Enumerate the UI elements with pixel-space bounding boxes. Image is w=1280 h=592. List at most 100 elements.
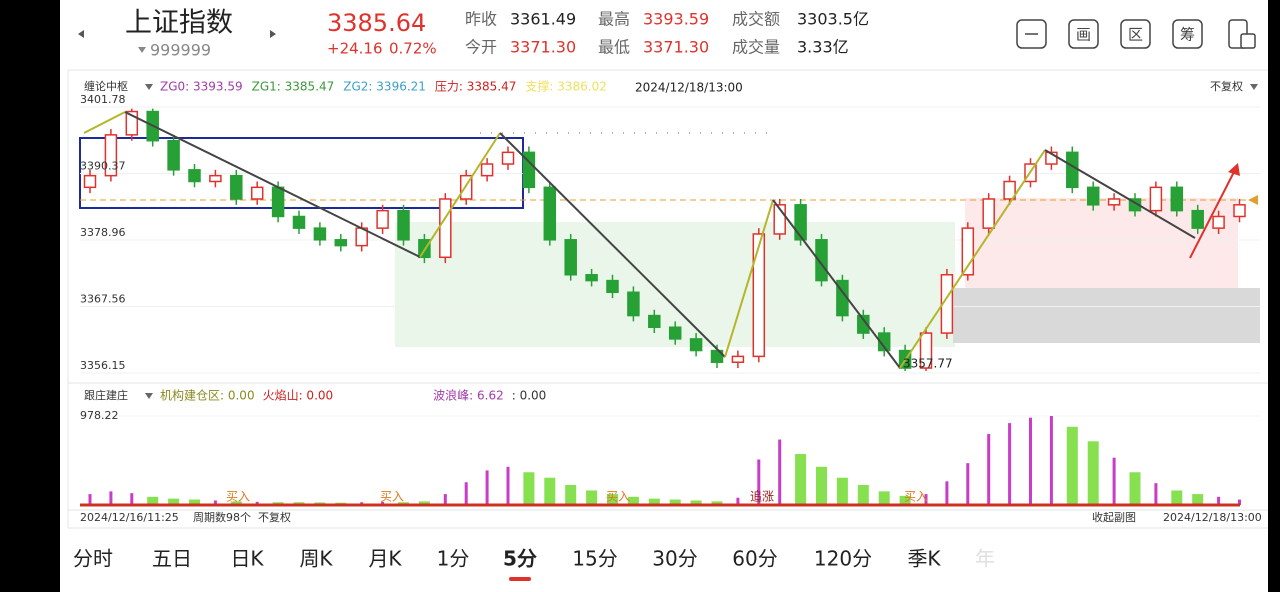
period-tab[interactable]: 30分 — [652, 547, 697, 571]
candle-body — [1066, 151, 1079, 189]
stat-label: 成交量 — [732, 38, 780, 57]
indicator: ZG1: 3385.47 — [252, 80, 335, 94]
period-tab[interactable]: 日K — [230, 547, 264, 571]
volume-bar — [1238, 499, 1241, 505]
stat-value: 3303.5亿 — [797, 10, 869, 29]
volume-bar — [945, 481, 949, 505]
trend-down — [499, 132, 726, 358]
start-time: 2024/12/16/11:25 — [80, 511, 179, 524]
volume-bar — [607, 494, 618, 505]
tool-label[interactable]: 筹 — [1180, 26, 1195, 44]
trend-down — [124, 111, 421, 258]
candle-body — [815, 239, 828, 282]
candle-body — [919, 332, 933, 369]
candle-body — [376, 209, 389, 229]
indicator: ZG0: 3393.59 — [160, 80, 243, 94]
volume-bar — [523, 472, 535, 505]
index-code: 999999 — [150, 41, 211, 60]
collapse-sub[interactable]: 收起副图 — [1092, 510, 1136, 524]
candle-body — [1191, 209, 1204, 229]
candle-body — [564, 239, 577, 276]
tool-button[interactable] — [1120, 19, 1151, 49]
trend-down — [1044, 149, 1196, 239]
period-tab[interactable]: 月K — [368, 547, 402, 571]
volume-bar — [255, 501, 259, 505]
dropdown[interactable] — [1250, 84, 1258, 90]
candle-body — [877, 332, 891, 352]
volume-bar — [1129, 472, 1141, 505]
indicator: : 0.00 — [512, 389, 547, 403]
volume-bar — [924, 494, 928, 505]
volume-bar — [109, 491, 113, 505]
period-tab[interactable]: 1分 — [437, 547, 470, 571]
period-tab[interactable]: 5分 — [503, 547, 537, 571]
y-tick-label: 3378.96 — [80, 226, 126, 239]
candle-body — [522, 151, 536, 189]
signal-label: 买入 — [380, 490, 404, 504]
period-tab[interactable]: 五日 — [152, 547, 192, 571]
period-tab[interactable]: 60分 — [732, 547, 777, 571]
tool-label[interactable]: 画 — [1076, 26, 1091, 44]
candle-body — [313, 227, 327, 241]
panel-title[interactable]: 跟庄建庄 — [84, 388, 128, 402]
adjust[interactable]: 不复权 — [258, 510, 291, 524]
next-arrow[interactable] — [270, 30, 276, 38]
signal-label: 追涨 — [750, 489, 774, 504]
candle-body — [794, 204, 807, 241]
stat-value: 3393.59 — [643, 10, 709, 29]
stat-label: 成交额 — [732, 10, 780, 29]
dropdown[interactable] — [145, 393, 153, 399]
end-time: 2024/12/18/13:00 — [1163, 511, 1262, 524]
dropdown[interactable] — [145, 84, 153, 90]
indicator: 火焰山: 0.00 — [263, 388, 334, 403]
candle-body — [501, 151, 515, 165]
period-tab[interactable]: 15分 — [572, 547, 617, 571]
period-tab[interactable]: 120分 — [814, 547, 872, 571]
candle-body — [334, 239, 348, 247]
candle-body — [397, 209, 410, 241]
candle-body — [731, 355, 745, 363]
candle-body — [1086, 186, 1100, 206]
volume-bar — [1066, 426, 1078, 505]
candle-body — [627, 291, 640, 317]
candle-body — [480, 163, 494, 177]
tool-button[interactable] — [1068, 19, 1099, 49]
candle-body — [982, 198, 995, 229]
period-tab[interactable]: 季K — [907, 547, 941, 571]
tool-button[interactable] — [1172, 19, 1203, 49]
stat-value: 3361.49 — [510, 10, 576, 29]
volume-bar — [1192, 494, 1204, 505]
candle-body — [439, 198, 452, 259]
stat-label: 今开 — [465, 38, 497, 57]
volume-bar — [757, 459, 761, 505]
prev-arrow[interactable] — [78, 30, 84, 38]
candle-body — [648, 314, 661, 328]
indicator: ZG2: 3396.21 — [343, 80, 426, 94]
period-tab[interactable]: 周K — [299, 547, 333, 571]
candle-body — [230, 174, 243, 200]
volume-bar — [878, 491, 890, 505]
candle-body — [83, 174, 97, 189]
candle-body — [961, 227, 975, 276]
period-tab[interactable]: 分时 — [73, 547, 113, 571]
candle-body — [459, 174, 473, 200]
timestamp: 2024/12/18/13:00 — [635, 81, 743, 95]
volume-bar — [736, 497, 740, 505]
volume-bar — [544, 477, 556, 505]
trend-up — [899, 149, 1046, 369]
volume-bar — [1049, 416, 1053, 505]
tool-label[interactable]: 区 — [1128, 26, 1143, 44]
volume-bar — [778, 439, 782, 505]
volume-bar — [189, 499, 200, 505]
volume-bar — [1154, 483, 1158, 505]
adjust[interactable]: 不复权 — [1210, 79, 1243, 93]
dropdown[interactable] — [138, 47, 146, 53]
tool-button[interactable] — [1016, 19, 1047, 49]
volume-bar — [213, 500, 217, 505]
candle-body — [606, 279, 619, 294]
y-tick-label: 3367.56 — [80, 292, 126, 305]
indicator: 机构建仓区: 0.00 — [160, 388, 255, 403]
volume-bar — [485, 470, 489, 505]
chart-title[interactable]: 缠论中枢 — [84, 79, 128, 93]
y-tick-label: 978.22 — [80, 409, 119, 422]
